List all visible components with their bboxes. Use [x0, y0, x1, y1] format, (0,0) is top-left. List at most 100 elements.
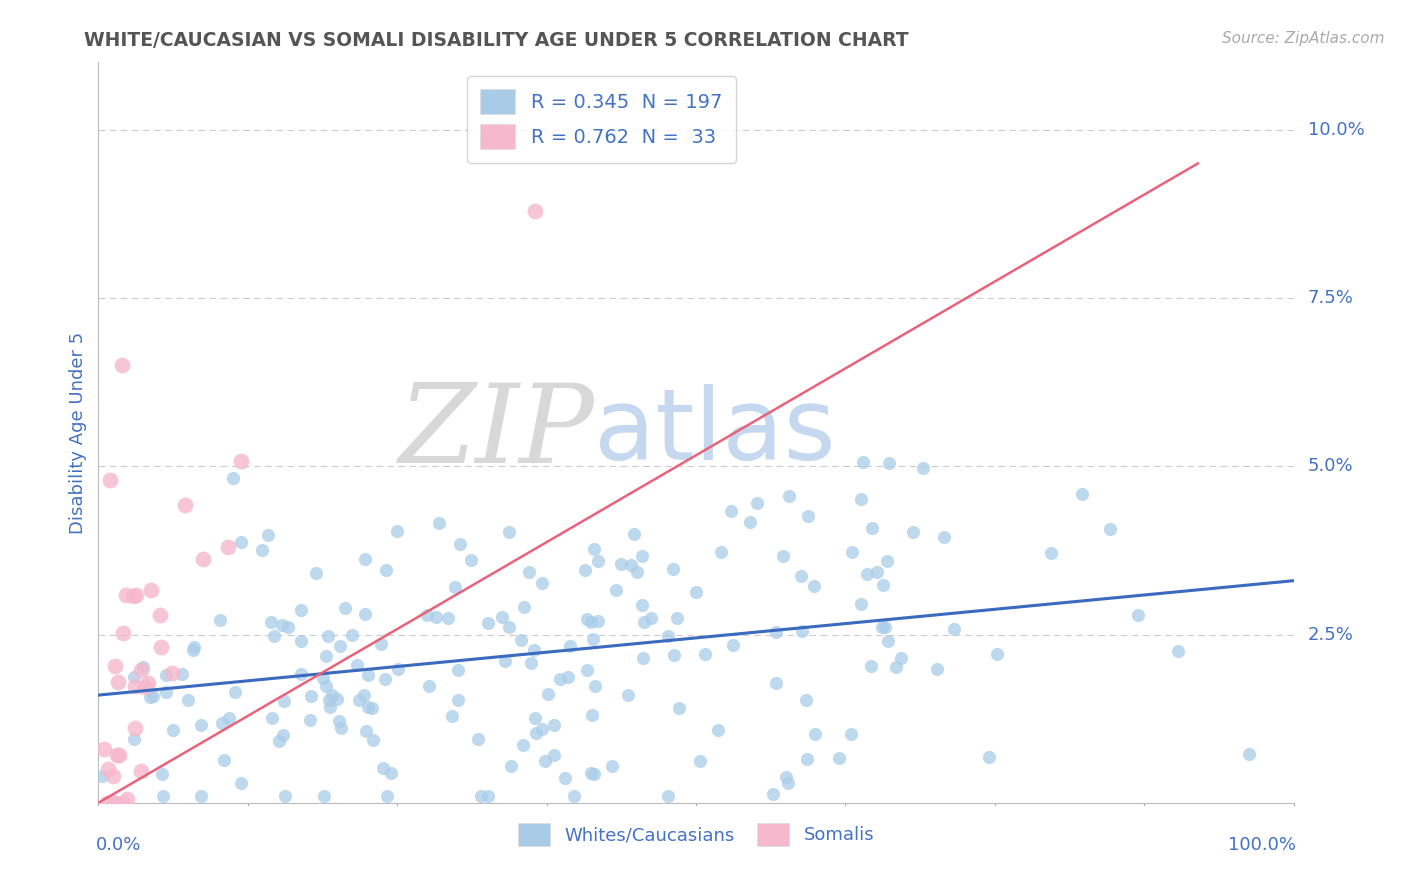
Legend: Whites/Caucasians, Somalis: Whites/Caucasians, Somalis [510, 815, 882, 853]
Point [576, 663, 599, 677]
Point [267, 734, 290, 748]
Point [633, 615, 655, 630]
Point [543, 747, 565, 762]
Point [328, 714, 350, 728]
Point [657, 629, 679, 643]
Point [460, 553, 482, 567]
Point [263, 629, 285, 643]
Point [218, 711, 240, 725]
Point [583, 542, 606, 557]
Point [122, 669, 145, 683]
Point [841, 545, 863, 559]
Point [229, 776, 252, 790]
Text: 7.5%: 7.5% [1308, 289, 1354, 307]
Point [1167, 644, 1189, 658]
Point [387, 662, 409, 676]
Point [747, 496, 769, 510]
Point [876, 554, 898, 568]
Point [262, 711, 284, 725]
Point [312, 672, 335, 686]
Point [623, 526, 645, 541]
Point [271, 728, 294, 742]
Point [523, 710, 546, 724]
Point [96, 796, 118, 810]
Point [685, 584, 707, 599]
Point [299, 689, 322, 703]
Point [356, 668, 378, 682]
Point [501, 759, 523, 773]
Point [531, 723, 554, 737]
Point [271, 618, 294, 632]
Point [876, 633, 898, 648]
Point [617, 689, 640, 703]
Point [108, 747, 131, 762]
Point [354, 552, 377, 566]
Point [586, 554, 609, 568]
Point [977, 750, 1000, 764]
Point [172, 667, 194, 681]
Point [103, 796, 125, 810]
Point [841, 726, 863, 740]
Point [290, 602, 312, 616]
Point [631, 598, 654, 612]
Point [803, 579, 825, 593]
Point [346, 657, 368, 672]
Point [872, 578, 894, 592]
Point [689, 754, 711, 768]
Point [97, 762, 120, 776]
Point [305, 566, 328, 580]
Point [111, 626, 134, 640]
Point [942, 622, 965, 636]
Point [477, 789, 499, 803]
Point [1040, 546, 1063, 560]
Point [356, 723, 378, 738]
Point [260, 615, 283, 630]
Point [173, 499, 195, 513]
Point [537, 687, 560, 701]
Point [155, 668, 177, 682]
Point [315, 649, 337, 664]
Point [361, 701, 384, 715]
Text: 0.0%: 0.0% [96, 836, 142, 855]
Point [115, 588, 138, 602]
Point [776, 776, 799, 790]
Point [380, 766, 402, 780]
Point [517, 565, 540, 579]
Point [429, 516, 451, 530]
Point [775, 770, 797, 784]
Point [498, 620, 520, 634]
Point [605, 583, 627, 598]
Point [664, 648, 686, 662]
Point [519, 656, 541, 670]
Point [583, 679, 606, 693]
Text: 10.0%: 10.0% [1308, 120, 1365, 139]
Point [363, 733, 385, 747]
Point [149, 607, 172, 622]
Point [934, 530, 956, 544]
Point [790, 624, 813, 639]
Point [610, 557, 633, 571]
Point [890, 651, 912, 665]
Point [804, 726, 827, 740]
Point [208, 613, 231, 627]
Point [447, 663, 470, 677]
Point [796, 752, 818, 766]
Point [1237, 747, 1260, 761]
Point [122, 732, 145, 747]
Point [326, 691, 349, 706]
Point [107, 674, 129, 689]
Point [229, 534, 252, 549]
Point [104, 659, 127, 673]
Point [562, 789, 585, 803]
Point [418, 679, 440, 693]
Point [582, 767, 605, 781]
Point [523, 643, 546, 657]
Point [250, 543, 273, 558]
Point [162, 666, 184, 681]
Point [152, 789, 174, 803]
Point [91, 769, 114, 783]
Point [582, 632, 605, 646]
Point [721, 638, 744, 652]
Point [129, 663, 152, 677]
Point [662, 562, 685, 576]
